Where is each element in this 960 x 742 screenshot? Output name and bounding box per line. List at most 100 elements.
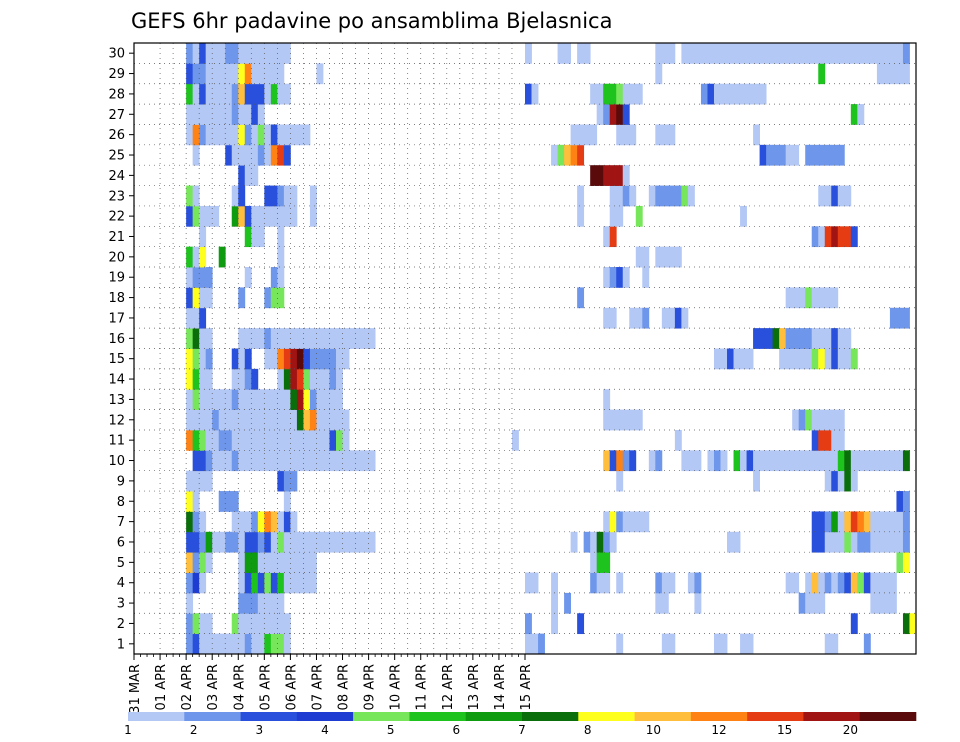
- heatmap-cell: [551, 572, 558, 594]
- heatmap-cell: [251, 165, 259, 186]
- heatmap-cell: [329, 368, 337, 390]
- heatmap-cell: [264, 613, 272, 635]
- heatmap-cell: [844, 572, 852, 594]
- heatmap-cell: [759, 83, 767, 105]
- heatmap-cell: [186, 531, 194, 553]
- heatmap-cell: [205, 389, 213, 410]
- heatmap-cell: [596, 531, 604, 553]
- heatmap-cell: [362, 328, 369, 349]
- heatmap-cell: [251, 572, 259, 594]
- heatmap-cell: [740, 43, 747, 64]
- heatmap-cell: [322, 368, 330, 390]
- x-tick-label: 15 APR: [519, 664, 534, 710]
- heatmap-cell: [218, 246, 226, 268]
- heatmap-cell: [740, 348, 747, 370]
- heatmap-cell: [277, 144, 285, 166]
- y-tick-label: 28: [108, 87, 125, 102]
- heatmap-cell: [883, 592, 891, 614]
- heatmap-cell: [225, 491, 233, 512]
- heatmap-cell: [277, 511, 285, 533]
- colorbar-swatch: [240, 712, 298, 721]
- heatmap-cell: [322, 409, 330, 431]
- heatmap-cell: [277, 348, 285, 370]
- heatmap-cell: [525, 572, 532, 594]
- heatmap-cell: [303, 389, 311, 410]
- heatmap-cell: [635, 307, 643, 329]
- heatmap-cell: [850, 43, 858, 64]
- heatmap-cell: [779, 144, 787, 166]
- heatmap-cell: [831, 348, 839, 370]
- heatmap-cell: [283, 633, 291, 655]
- heatmap-cell: [296, 328, 304, 349]
- heatmap-cell: [192, 552, 200, 573]
- heatmap-cell: [205, 368, 213, 390]
- heatmap-cell: [687, 450, 695, 472]
- heatmap-cell: [277, 368, 285, 390]
- heatmap-cell: [727, 83, 734, 105]
- heatmap-cell: [264, 389, 272, 410]
- heatmap-cell: [746, 83, 754, 105]
- heatmap-cell: [831, 43, 839, 64]
- heatmap-cell: [290, 572, 298, 594]
- heatmap-cell: [212, 429, 220, 451]
- y-tick-label: 20: [108, 250, 125, 265]
- heatmap-cell: [296, 389, 304, 410]
- heatmap-cell: [655, 63, 663, 85]
- heatmap-cell: [603, 267, 611, 288]
- heatmap-cell: [283, 205, 291, 227]
- heatmap-cell: [824, 511, 832, 533]
- heatmap-cell: [720, 43, 728, 64]
- heatmap-cell: [831, 572, 839, 594]
- heatmap-cell: [205, 470, 213, 492]
- heatmap-cell: [753, 328, 760, 349]
- heatmap-cell: [251, 124, 259, 146]
- heatmap-cell: [798, 328, 806, 349]
- heatmap-cell: [342, 328, 350, 349]
- heatmap-cell: [238, 368, 246, 390]
- heatmap-cell: [322, 328, 330, 349]
- heatmap-cell: [205, 429, 213, 451]
- heatmap-cell: [290, 470, 298, 492]
- heatmap-cell: [257, 144, 265, 166]
- heatmap-cell: [309, 572, 317, 594]
- heatmap-cell: [368, 450, 376, 472]
- heatmap-cell: [837, 572, 845, 594]
- heatmap-cell: [902, 450, 910, 472]
- heatmap-cell: [251, 144, 259, 166]
- heatmap-cell: [831, 429, 839, 451]
- heatmap-cell: [785, 287, 793, 309]
- heatmap-cell: [622, 124, 630, 146]
- heatmap-cell: [870, 572, 878, 594]
- x-tick-label: 10 APR: [389, 664, 404, 710]
- heatmap-cell: [186, 409, 194, 431]
- colorbar-swatch: [859, 712, 917, 721]
- heatmap-cell: [238, 511, 246, 533]
- heatmap-cell: [251, 450, 259, 472]
- heatmap-cell: [329, 409, 337, 431]
- heatmap-cell: [277, 185, 285, 207]
- heatmap-cell: [818, 328, 826, 349]
- heatmap-cell: [199, 205, 207, 227]
- heatmap-cell: [244, 124, 252, 146]
- heatmap-cell: [290, 368, 298, 390]
- heatmap-cell: [792, 287, 800, 309]
- colorbar-label: 10: [646, 723, 661, 737]
- heatmap-cell: [557, 144, 565, 166]
- colorbar-swatch: [465, 712, 523, 721]
- heatmap-cell: [661, 633, 669, 655]
- heatmap-cell: [616, 450, 624, 472]
- heatmap-cell: [218, 409, 226, 431]
- heatmap-cell: [264, 429, 272, 451]
- heatmap-cell: [336, 368, 343, 390]
- heatmap-cell: [290, 429, 298, 451]
- heatmap-cell: [713, 83, 721, 105]
- heatmap-cell: [831, 531, 839, 553]
- heatmap-cell: [753, 43, 760, 64]
- heatmap-cell: [283, 144, 291, 166]
- heatmap-cell: [231, 511, 239, 533]
- heatmap-cell: [270, 185, 278, 207]
- heatmap-cell: [238, 613, 246, 635]
- heatmap-cell: [596, 83, 604, 105]
- heatmap-cell: [805, 144, 813, 166]
- heatmap-cell: [218, 633, 226, 655]
